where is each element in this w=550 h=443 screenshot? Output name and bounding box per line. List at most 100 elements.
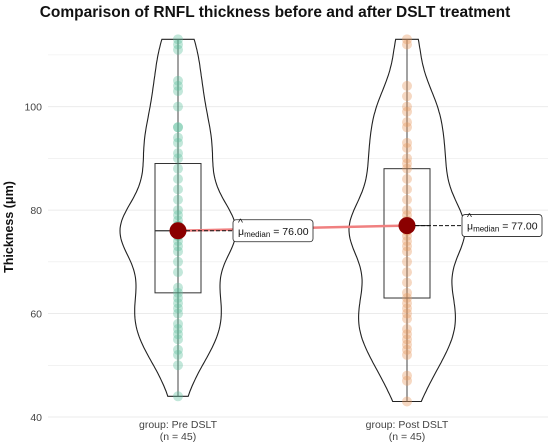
data-point <box>402 298 412 309</box>
data-point <box>173 122 183 133</box>
data-point <box>173 39 183 50</box>
data-point <box>173 349 183 360</box>
data-point <box>402 396 412 407</box>
data-point <box>173 174 183 185</box>
data-point <box>402 256 412 267</box>
data-point <box>402 205 412 216</box>
x-tick-sublabel: (n = 45) <box>389 431 425 443</box>
data-point <box>402 158 412 169</box>
data-point <box>402 293 412 304</box>
data-point <box>173 360 183 371</box>
data-point <box>173 194 183 205</box>
violin-1 <box>348 38 466 403</box>
data-point <box>402 267 412 278</box>
box-0 <box>154 163 202 294</box>
data-point <box>402 142 412 153</box>
data-point <box>402 184 412 195</box>
data-point <box>402 277 412 288</box>
data-point <box>402 163 412 174</box>
data-point <box>173 184 183 195</box>
data-point <box>173 308 183 319</box>
data-point <box>173 153 183 164</box>
violins <box>119 38 466 403</box>
data-point <box>173 267 183 278</box>
data-point <box>173 303 183 314</box>
data-point <box>173 86 183 97</box>
data-point <box>402 174 412 185</box>
data-point <box>173 329 183 340</box>
data-point <box>173 163 183 174</box>
median-markers <box>169 217 416 240</box>
chart-title: Comparison of RNFL thickness before and … <box>40 4 511 21</box>
data-point <box>402 34 412 45</box>
hat-mark: ^ <box>467 212 472 224</box>
data-point <box>173 80 183 91</box>
data-point <box>402 313 412 324</box>
data-point <box>402 344 412 355</box>
data-point <box>173 298 183 309</box>
data-point <box>402 153 412 164</box>
data-point <box>173 293 183 304</box>
data-point <box>173 282 183 293</box>
data-point <box>402 137 412 148</box>
y-tick-label: 80 <box>30 205 42 217</box>
x-tick-sublabel: (n = 45) <box>160 431 196 443</box>
data-point <box>173 246 183 257</box>
data-point <box>402 117 412 128</box>
data-point <box>402 101 412 112</box>
data-point <box>402 122 412 133</box>
data-point <box>173 256 183 267</box>
data-point <box>402 349 412 360</box>
data-point <box>173 318 183 329</box>
hat-mark: ^ <box>238 217 243 229</box>
data-point <box>173 101 183 112</box>
violin-0 <box>119 38 237 397</box>
data-point <box>173 132 183 143</box>
y-tick-label: 40 <box>30 412 42 424</box>
data-point <box>402 334 412 345</box>
x-tick-label: group: Post DSLT <box>366 419 449 431</box>
data-point <box>402 246 412 257</box>
data-point <box>173 287 183 298</box>
data-point <box>173 137 183 148</box>
data-point <box>402 236 412 247</box>
data-point <box>173 344 183 355</box>
data-point <box>173 241 183 252</box>
data-point <box>173 391 183 402</box>
data-point <box>402 324 412 335</box>
data-point <box>402 287 412 298</box>
data-point <box>173 34 183 45</box>
median-label-1: μmedian = 77.00^ <box>461 212 543 237</box>
median-label-text: μmedian = 76.00 <box>238 226 309 239</box>
median-label-box <box>461 214 543 237</box>
median-marker-1 <box>398 217 416 235</box>
data-point <box>402 339 412 350</box>
data-point <box>402 329 412 340</box>
x-tick-label: group: Pre DSLT <box>139 419 218 431</box>
median-label-0: μmedian = 76.00^ <box>232 217 314 243</box>
data-point <box>402 370 412 381</box>
data-point <box>173 205 183 216</box>
y-axis-label: Thickness (μm) <box>2 181 16 273</box>
data-point <box>173 122 183 133</box>
data-point <box>402 241 412 252</box>
data-point <box>173 148 183 159</box>
data-point <box>402 194 412 205</box>
grid-lines <box>48 54 548 418</box>
data-point <box>402 375 412 386</box>
data-point <box>173 75 183 86</box>
median-marker-0 <box>169 222 187 240</box>
median-annotations: μmedian = 76.00^ μmedian = 77.00^ <box>186 212 543 243</box>
data-point <box>402 91 412 102</box>
data-point <box>402 39 412 50</box>
data-point <box>173 324 183 335</box>
data-point <box>402 308 412 319</box>
data-point <box>402 303 412 314</box>
median-label-text: μmedian = 77.00 <box>467 221 538 234</box>
y-tick-label: 60 <box>30 309 42 321</box>
median-label-box <box>232 219 314 243</box>
data-point <box>173 44 183 55</box>
data-point <box>173 210 183 221</box>
